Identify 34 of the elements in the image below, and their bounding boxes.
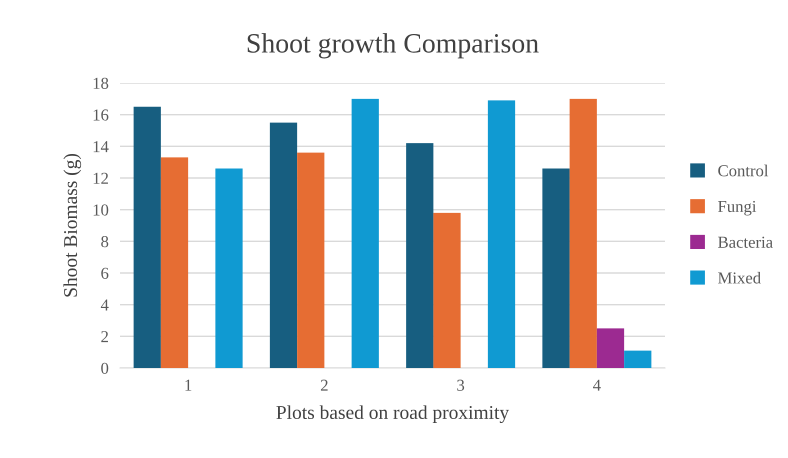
legend-label: Control bbox=[718, 164, 768, 176]
y-tick-label: 0 bbox=[101, 362, 108, 374]
legend-label: Fungi bbox=[718, 200, 756, 216]
y-tick-label: 18 bbox=[94, 78, 108, 89]
y-tick-label: 14 bbox=[94, 141, 109, 152]
y-tick-label: 4 bbox=[100, 299, 109, 310]
x-tick-label: 4 bbox=[593, 380, 601, 391]
chart-title: Shoot growth Comparison bbox=[248, 33, 539, 58]
bar bbox=[433, 212, 461, 368]
bar bbox=[134, 106, 161, 368]
y-tick-label: 10 bbox=[94, 204, 108, 216]
y-tick-label: 16 bbox=[94, 109, 108, 121]
bar bbox=[570, 98, 597, 368]
bar bbox=[270, 122, 298, 368]
y-axis-title: Shoot Biomass (g) bbox=[63, 154, 82, 297]
y-tick-label: 2 bbox=[101, 331, 108, 342]
y-tick-label: 8 bbox=[101, 236, 108, 248]
legend-label: Bacteria bbox=[718, 236, 773, 248]
bar bbox=[297, 152, 324, 368]
legend-label: Mixed bbox=[718, 272, 761, 284]
bar bbox=[596, 328, 624, 368]
bar bbox=[624, 350, 652, 368]
x-axis-title: Plots based on road proximity bbox=[276, 405, 510, 424]
y-tick-label: 12 bbox=[94, 172, 108, 184]
bar bbox=[215, 168, 243, 368]
bar bbox=[160, 157, 188, 368]
x-tick-label: 3 bbox=[457, 380, 464, 391]
x-tick-label: 2 bbox=[320, 380, 328, 391]
y-tick-label: 6 bbox=[101, 268, 108, 279]
bar bbox=[488, 100, 516, 368]
bar bbox=[542, 168, 570, 368]
bar bbox=[352, 98, 379, 368]
bar bbox=[406, 143, 434, 368]
x-tick-label: 1 bbox=[185, 380, 192, 391]
